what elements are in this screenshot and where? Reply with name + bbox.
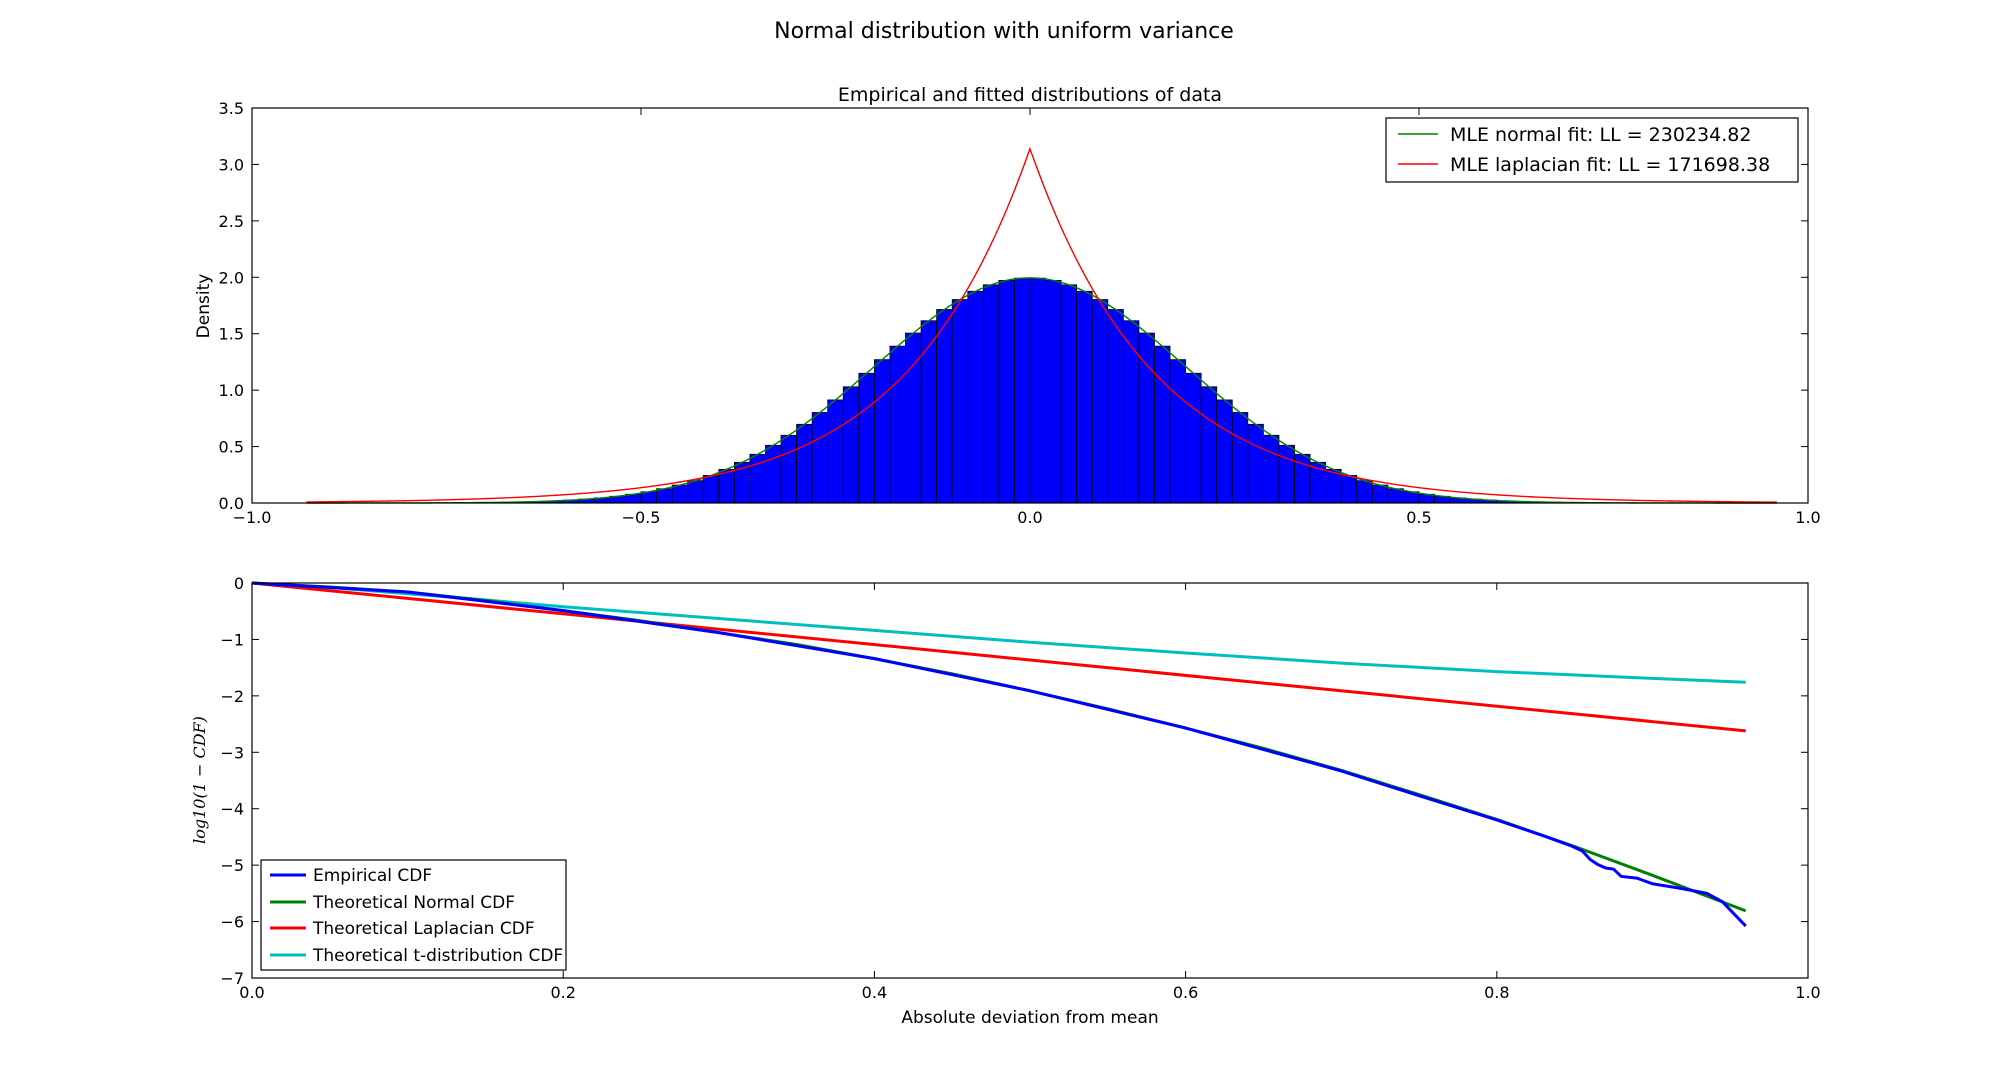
normal-fit-curve: [306, 277, 1777, 504]
tail-ytick-label: 0: [234, 574, 244, 593]
histogram-bar: [936, 309, 953, 504]
tail-ytick-label: −7: [220, 969, 244, 988]
histogram-bar: [842, 386, 860, 504]
density-fit-lines: [306, 146, 1777, 504]
histogram-bar: [1247, 423, 1264, 504]
histogram-bar: [998, 280, 1015, 504]
legend-label-empirical-cdf: Empirical CDF: [313, 866, 432, 886]
tail-ytick-label: −6: [220, 913, 244, 932]
tail-xtick-label: 1.0: [1795, 983, 1820, 1002]
tail-xtick-label: 0.2: [550, 983, 575, 1002]
histogram-bar: [1154, 345, 1171, 504]
histogram-bar: [1216, 399, 1233, 504]
density-ylabel: Density: [194, 274, 214, 339]
density-xtick-label: 0.5: [1406, 508, 1431, 527]
histogram-bar: [982, 284, 1000, 504]
density-ytick-label: 2.0: [219, 268, 244, 287]
histogram-bar: [811, 412, 829, 504]
histogram-bar: [1231, 412, 1249, 504]
density-legend: MLE normal fit: LL = 230234.82 MLE lapla…: [1385, 117, 1799, 183]
density-ytick-label: 0.0: [219, 494, 244, 513]
tail-ylabel: log10(1 − CDF): [190, 716, 209, 844]
density-panel: Empirical and fitted distributions of da…: [194, 84, 1821, 527]
density-xtick-label: 0.0: [1017, 508, 1042, 527]
density-ytick-label: 0.5: [219, 438, 244, 457]
histogram-bar: [1371, 484, 1389, 504]
histogram-bar: [1340, 475, 1358, 504]
tail-xlabel: Absolute deviation from mean: [901, 1008, 1158, 1028]
tail-ytick-label: −4: [220, 800, 244, 819]
histogram-bar: [1091, 299, 1109, 504]
histogram-bar: [874, 359, 891, 504]
density-ytick-label: 3.0: [219, 155, 244, 174]
histogram-bar: [1014, 277, 1031, 504]
histogram-bar: [889, 345, 906, 504]
histogram-bar: [796, 423, 813, 504]
tail-panel: 0.0 0.2 0.4 0.6 0.8 1.0 0 −1 −2 −3 −4 −5 −6 −7 Absolu…: [190, 574, 1821, 1028]
tail-ticks: 0.0 0.2 0.4 0.6 0.8 1.0 0 −1 −2 −3 −4 −5 −6 −7: [220, 574, 1820, 1002]
legend-label-laplacian-cdf: Theoretical Laplacian CDF: [312, 919, 535, 939]
figure-suptitle: Normal distribution with uniform varianc…: [774, 19, 1234, 44]
histogram-bar: [1278, 444, 1295, 504]
tail-ytick-label: −1: [220, 630, 244, 649]
tail-ytick-label: −2: [220, 687, 244, 706]
histogram-bar: [951, 299, 969, 504]
density-xtick-label: −1.0: [233, 508, 272, 527]
tail-xtick-label: 0.4: [862, 983, 887, 1002]
density-ytick-label: 2.5: [219, 212, 244, 231]
histogram-bar: [1060, 284, 1078, 504]
density-legend-box: [1385, 117, 1799, 183]
histogram-bar: [920, 320, 938, 504]
histogram-bar: [640, 491, 657, 504]
t-cdf-line: [251, 581, 1746, 684]
empirical-cdf-line: [251, 581, 1747, 928]
laplacian-cdf-line: [251, 581, 1746, 733]
histogram-bar: [1029, 277, 1046, 504]
laplacian-fit-curve: [306, 146, 1777, 503]
histogram-bar: [1169, 359, 1187, 504]
tail-plot-frame: [251, 582, 1809, 979]
density-xtick-label: −0.5: [622, 508, 661, 527]
histogram-bar: [1185, 372, 1202, 504]
tail-xtick-label: 0.6: [1173, 983, 1198, 1002]
density-ytick-label: 3.5: [219, 99, 244, 118]
histogram-bar: [1045, 280, 1062, 504]
histogram-bar: [671, 484, 689, 504]
tail-legend: Empirical CDF Theoretical Normal CDF The…: [260, 859, 567, 971]
legend-label-normal-cdf: Theoretical Normal CDF: [312, 893, 515, 913]
histogram-bar: [702, 475, 720, 504]
histogram-bar: [780, 434, 797, 504]
density-xtick-label: 1.0: [1795, 508, 1820, 527]
histogram-bar: [1387, 488, 1404, 504]
histogram-bar: [827, 399, 844, 504]
histogram-bar: [1200, 386, 1218, 504]
histogram-bar: [858, 372, 875, 504]
legend-label-normal-fit: MLE normal fit: LL = 230234.82: [1450, 124, 1751, 146]
tail-legend-box: [260, 859, 567, 971]
histogram-bar: [1356, 480, 1373, 504]
tail-ytick-label: −5: [220, 856, 244, 875]
histogram-bar: [687, 480, 704, 504]
histogram-bar: [656, 488, 673, 504]
legend-label-t-cdf: Theoretical t-distribution CDF: [312, 946, 563, 966]
tail-cdf-lines: [251, 581, 1747, 928]
tail-xtick-label: 0.0: [239, 983, 264, 1002]
histogram-bar: [1076, 290, 1093, 504]
density-ytick-label: 1.5: [219, 325, 244, 344]
histogram-bar: [1107, 309, 1124, 504]
density-ytick-label: 1.0: [219, 381, 244, 400]
histogram-bar: [967, 290, 984, 504]
histogram-bar: [1403, 491, 1420, 504]
legend-label-laplacian-fit: MLE laplacian fit: LL = 171698.38: [1450, 154, 1770, 176]
tail-xtick-label: 0.8: [1484, 983, 1509, 1002]
histogram-bar: [765, 444, 782, 504]
histogram-bar: [1263, 434, 1280, 504]
histogram-bar: [1122, 320, 1140, 504]
density-panel-title: Empirical and fitted distributions of da…: [838, 84, 1222, 106]
tail-ytick-label: −3: [220, 743, 244, 762]
density-ticks: −1.0 −0.5 0.0 0.5 1.0 0.0 0.5 1.0 1.5 2.0 2.5 3.0 3.…: [219, 99, 1821, 527]
